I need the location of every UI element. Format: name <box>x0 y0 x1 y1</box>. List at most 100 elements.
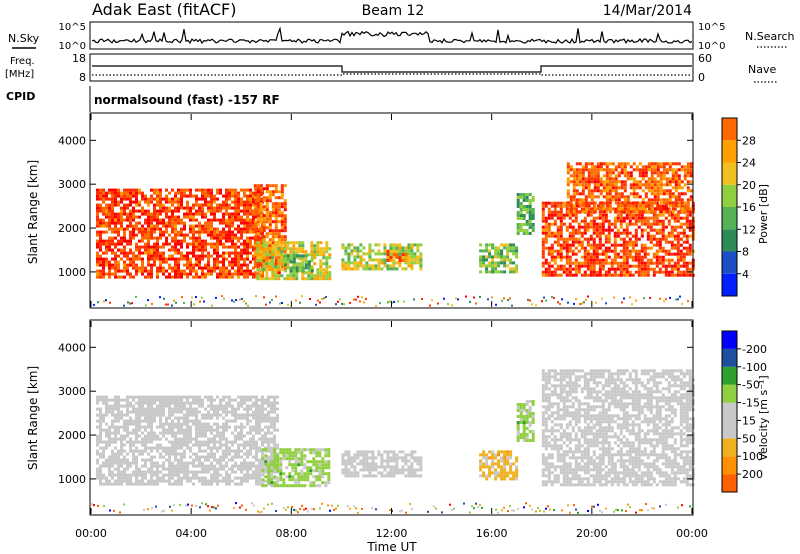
heatmap-cell <box>231 188 234 192</box>
heatmap-cell <box>587 174 591 178</box>
heatmap-cell <box>111 413 114 417</box>
heatmap-cell <box>174 431 177 435</box>
heatmap-cell <box>120 200 123 204</box>
heatmap-cell <box>328 274 332 278</box>
heatmap-cell <box>268 265 272 269</box>
heatmap-cell <box>138 227 141 231</box>
heatmap-cell <box>363 301 365 304</box>
heatmap-cell <box>265 232 269 236</box>
heatmap-cell <box>574 213 578 217</box>
heatmap-cell <box>622 219 626 223</box>
heatmap-cell <box>261 428 264 432</box>
heatmap-cell <box>344 252 348 256</box>
heatmap-cell <box>144 398 147 402</box>
heatmap-cell <box>568 234 572 238</box>
heatmap-cell <box>237 200 240 204</box>
heatmap-cell <box>543 296 545 299</box>
heatmap-cell <box>267 449 270 453</box>
heatmap-cell <box>144 269 147 273</box>
heatmap-cell <box>219 233 222 237</box>
heatmap-cell <box>114 398 117 402</box>
heatmap-cell <box>183 191 186 195</box>
heatmap-cell <box>237 404 240 408</box>
heatmap-cell <box>237 254 240 258</box>
heatmap-cell <box>216 446 219 450</box>
heatmap-cell <box>643 252 647 256</box>
heatmap-cell <box>547 207 551 211</box>
heatmap-cell <box>102 398 105 402</box>
heatmap-cell <box>682 264 686 268</box>
heatmap-cell <box>171 419 174 423</box>
heatmap-cell <box>274 223 278 227</box>
heatmap-cell <box>201 479 204 483</box>
heatmap-cell <box>171 410 174 414</box>
heatmap-cell <box>661 270 665 274</box>
heatmap-cell <box>132 215 135 219</box>
heatmap-cell <box>589 258 593 262</box>
heatmap-cell <box>114 245 117 249</box>
heatmap-cell <box>688 234 692 238</box>
heatmap-cell <box>599 180 603 184</box>
heatmap-cell <box>240 413 243 417</box>
heatmap-cell <box>682 231 686 235</box>
heatmap-cell <box>186 422 189 426</box>
heatmap-cell <box>531 226 535 229</box>
heatmap-cell <box>280 214 284 218</box>
heatmap-cell <box>629 186 633 190</box>
heatmap-cell <box>207 425 210 429</box>
heatmap-cell <box>553 261 557 265</box>
heatmap-cell <box>256 193 260 197</box>
heatmap-cell <box>258 431 261 435</box>
heatmap-cell <box>258 419 261 423</box>
heatmap-cell <box>234 419 237 423</box>
power-panel-frame <box>89 112 694 309</box>
heatmap-cell <box>253 235 257 239</box>
heatmap-cell <box>622 261 626 265</box>
heatmap-cell <box>252 413 255 417</box>
heatmap-cell <box>258 482 261 486</box>
heatmap-cell <box>325 274 329 278</box>
heatmap-cell <box>631 273 635 277</box>
heatmap-cell <box>277 241 281 245</box>
heatmap-cell <box>219 254 222 258</box>
heatmap-cell <box>105 458 108 462</box>
heatmap-cell <box>668 183 672 187</box>
heatmap-cell <box>141 419 144 423</box>
heatmap-cell <box>598 237 602 241</box>
heatmap-cell <box>189 230 192 234</box>
heatmap-cell <box>640 222 644 226</box>
heatmap-cell <box>159 191 162 195</box>
heatmap-cell <box>183 239 186 243</box>
heatmap-cell <box>649 297 651 299</box>
heatmap-cell <box>589 246 593 250</box>
heatmap-cell <box>252 437 255 441</box>
heatmap-cell <box>516 199 520 202</box>
heatmap-cell <box>665 171 669 175</box>
heatmap-cell <box>117 470 120 474</box>
heatmap-cell <box>168 452 171 456</box>
heatmap-cell <box>674 183 678 187</box>
heatmap-cell <box>207 203 210 207</box>
heatmap-cell <box>195 218 198 222</box>
heatmap-cell <box>252 209 255 213</box>
heatmap-cell <box>186 254 189 258</box>
heatmap-cell <box>222 437 225 441</box>
heatmap-cell <box>231 260 234 264</box>
heatmap-cell <box>168 410 171 414</box>
heatmap-cell <box>240 254 243 258</box>
heatmap-cell <box>120 458 123 462</box>
heatmap-cell <box>231 233 234 237</box>
heatmap-cell <box>547 216 551 220</box>
heatmap-cell <box>150 275 153 279</box>
heatmap-cell <box>195 194 198 198</box>
heatmap-cell <box>259 268 263 272</box>
heatmap-cell <box>689 165 693 169</box>
heatmap-cell <box>574 252 578 256</box>
heatmap-cell <box>228 263 231 267</box>
heatmap-cell <box>210 455 213 459</box>
heatmap-cell <box>292 254 296 258</box>
heatmap-cell <box>126 473 129 477</box>
heatmap-cell <box>575 162 579 166</box>
heatmap-cell <box>231 191 234 195</box>
heatmap-cell <box>262 244 266 248</box>
